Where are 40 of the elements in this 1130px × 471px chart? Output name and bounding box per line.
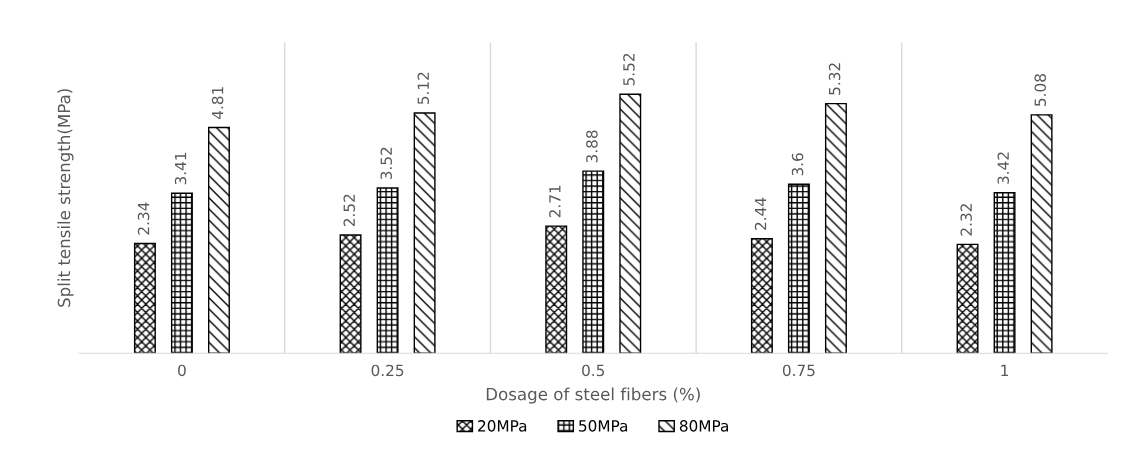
x-tick-label: 0 xyxy=(178,364,186,377)
data-label: 5.32 xyxy=(828,63,841,95)
x-tick-label: 0.5 xyxy=(582,364,605,377)
y-axis-title: Split tensile strength(MPa) xyxy=(57,89,74,307)
bar xyxy=(582,170,605,354)
bar xyxy=(1030,114,1053,354)
bar xyxy=(133,242,156,354)
bar xyxy=(619,93,642,354)
data-label: 3.52 xyxy=(380,147,393,180)
data-label: 2.34 xyxy=(137,202,150,235)
bar xyxy=(170,192,193,354)
bar xyxy=(545,225,568,354)
data-label: 2.32 xyxy=(960,204,972,236)
bar xyxy=(993,192,1016,354)
bar xyxy=(787,183,810,354)
x-tick-label: 0.75 xyxy=(782,364,815,377)
x-tick-label: 1 xyxy=(1001,364,1009,376)
legend-label: 50MPa xyxy=(579,420,628,432)
data-label: 5.08 xyxy=(1034,74,1047,106)
bar xyxy=(750,238,773,354)
data-label: 3.6 xyxy=(791,153,804,176)
data-label: 2.52 xyxy=(343,194,355,227)
data-label: 3.88 xyxy=(586,130,598,163)
x-tick-label: 0.25 xyxy=(371,364,404,377)
data-label: 2.44 xyxy=(754,197,767,230)
legend-label: 80MPa xyxy=(679,420,728,432)
x-axis-title: Dosage of steel fibers (%) xyxy=(486,387,700,404)
legend-label: 20MPa xyxy=(478,420,527,432)
bar xyxy=(413,112,436,354)
bar xyxy=(339,234,362,354)
data-label: 4.81 xyxy=(211,87,224,119)
data-label: 5.52 xyxy=(623,53,635,86)
bar xyxy=(824,102,847,354)
data-label: 2.71 xyxy=(549,185,561,218)
data-label: 3.41 xyxy=(174,152,187,185)
bar xyxy=(376,187,399,354)
data-label: 5.12 xyxy=(417,72,430,105)
bar xyxy=(207,126,230,354)
data-label: 3.42 xyxy=(997,152,1009,184)
bar xyxy=(956,243,979,354)
